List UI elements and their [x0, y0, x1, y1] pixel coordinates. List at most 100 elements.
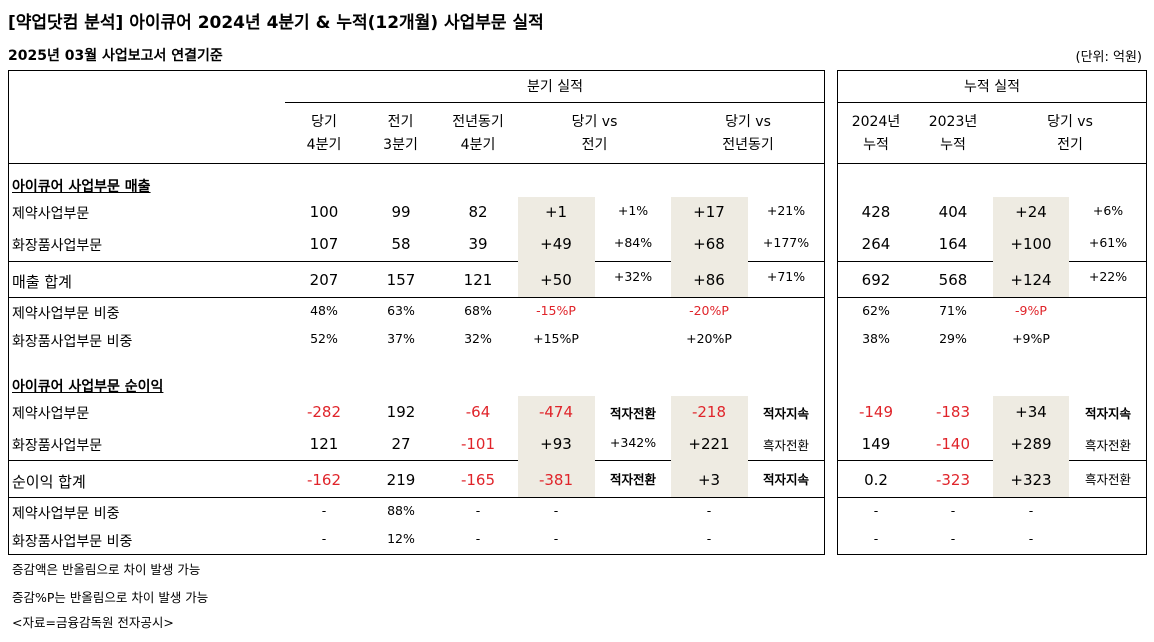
change-note-cell: +6%: [1092, 203, 1124, 218]
unit-label: (단위: 억원): [1075, 50, 1143, 65]
shaded-cell-block: [671, 396, 748, 497]
change-cell: +93: [540, 435, 572, 453]
change-cell: -381: [538, 471, 574, 489]
header-divider: [285, 102, 825, 103]
row-label: 화장품사업부문: [12, 238, 103, 254]
change-cell: -15%P: [536, 303, 576, 318]
change-cell: -: [553, 531, 559, 546]
value-cell: 692: [861, 271, 891, 289]
change-note-cell: 적자지속: [1084, 406, 1131, 421]
value-cell: 219: [386, 471, 416, 489]
value-cell: -: [950, 503, 956, 518]
value-cell: 27: [391, 435, 411, 453]
value-cell: -282: [306, 403, 342, 421]
change-note-cell: +32%: [613, 269, 653, 284]
change-cell: +49: [540, 235, 572, 253]
header-yoy-quarter: 전년동기 4분기: [452, 114, 504, 153]
value-cell: 39: [468, 235, 488, 253]
change-cell: +17: [693, 203, 725, 221]
row-label: 제약사업부문 비중: [12, 306, 120, 322]
change-note-cell: +22%: [1088, 269, 1128, 284]
change-note-cell: 적자지속: [762, 406, 809, 421]
header-2023-cumulative: 2023년 누적: [928, 114, 978, 153]
row-label: 매출 합계: [12, 273, 72, 291]
section-title-sales: 아이큐어 사업부문 매출: [12, 179, 151, 195]
value-cell: -: [873, 503, 879, 518]
header-bottom-line: [8, 163, 825, 164]
cumulative-table-panel: [837, 70, 1147, 555]
value-cell: 71%: [939, 303, 967, 318]
change-note-cell: +84%: [613, 235, 653, 250]
change-note-cell: +21%: [766, 203, 806, 218]
change-cell: +100: [1010, 235, 1052, 253]
change-cell: +221: [688, 435, 730, 453]
change-cell: -20%P: [689, 303, 729, 318]
change-cell: -: [553, 503, 559, 518]
header-bottom-line: [837, 163, 1147, 164]
change-note-cell: 흑자전환: [1084, 472, 1131, 487]
report-basis: 2025년 03월 사업보고서 연결기준: [8, 48, 223, 64]
value-cell: -: [950, 531, 956, 546]
change-cell: -: [1028, 503, 1034, 518]
change-cell: -: [706, 503, 712, 518]
total-row-line: [837, 297, 1147, 298]
value-cell: -162: [306, 471, 342, 489]
row-label: 제약사업부문: [12, 206, 90, 222]
change-note-cell: 적자전환: [609, 472, 656, 487]
value-cell: 264: [861, 235, 891, 253]
change-cell: +15%P: [533, 331, 579, 346]
value-cell: 121: [309, 435, 339, 453]
change-note-cell: +342%: [609, 435, 657, 450]
value-cell: 157: [386, 271, 416, 289]
total-row-line: [8, 261, 825, 262]
header-cumulative-vs: 당기 vs 전기: [1047, 114, 1093, 153]
value-cell: 32%: [464, 331, 492, 346]
quarterly-table-panel: [8, 70, 825, 555]
change-note-cell: +177%: [762, 235, 810, 250]
header-quarterly-group: 분기 실적: [527, 79, 583, 95]
change-cell: -9%P: [1015, 303, 1047, 318]
value-cell: 100: [309, 203, 339, 221]
value-cell: -165: [460, 471, 496, 489]
header-divider: [837, 102, 1147, 103]
change-note-cell: 흑자전환: [1084, 438, 1131, 453]
value-cell: 48%: [310, 303, 338, 318]
change-note-cell: 적자지속: [762, 472, 809, 487]
footnote: 증감액은 반올림으로 차이 발생 가능: [12, 562, 201, 577]
change-note-cell: +61%: [1088, 235, 1128, 250]
shaded-cell-block: [993, 197, 1069, 297]
change-cell: -: [706, 531, 712, 546]
value-cell: 29%: [939, 331, 967, 346]
value-cell: -183: [935, 403, 971, 421]
change-cell: +50: [540, 271, 572, 289]
value-cell: 149: [861, 435, 891, 453]
header-previous-quarter: 전기 3분기: [383, 114, 418, 153]
row-label: 제약사업부문 비중: [12, 506, 120, 522]
value-cell: -: [321, 531, 327, 546]
header-cumulative-group: 누적 실적: [964, 79, 1020, 95]
value-cell: -149: [858, 403, 894, 421]
shaded-cell-block: [671, 197, 748, 297]
value-cell: -: [475, 531, 481, 546]
value-cell: 207: [309, 271, 339, 289]
header-vs-yoy: 당기 vs 전년동기: [722, 114, 774, 153]
shaded-cell-block: [518, 396, 595, 497]
row-label: 순이익 합계: [12, 473, 86, 491]
value-cell: 37%: [387, 331, 415, 346]
shaded-cell-block: [518, 197, 595, 297]
value-cell: 164: [938, 235, 968, 253]
value-cell: 52%: [310, 331, 338, 346]
value-cell: 12%: [387, 531, 415, 546]
value-cell: 58: [391, 235, 411, 253]
source-note: <자료=금융감독원 전자공시>: [12, 615, 174, 630]
change-cell: +289: [1010, 435, 1052, 453]
total-row-line: [837, 497, 1147, 498]
change-cell: +24: [1015, 203, 1047, 221]
total-row-line: [8, 297, 825, 298]
change-cell: +3: [697, 471, 721, 489]
value-cell: 63%: [387, 303, 415, 318]
value-cell: -: [321, 503, 327, 518]
change-cell: +323: [1010, 471, 1052, 489]
row-label: 제약사업부문: [12, 406, 90, 422]
value-cell: 62%: [862, 303, 890, 318]
